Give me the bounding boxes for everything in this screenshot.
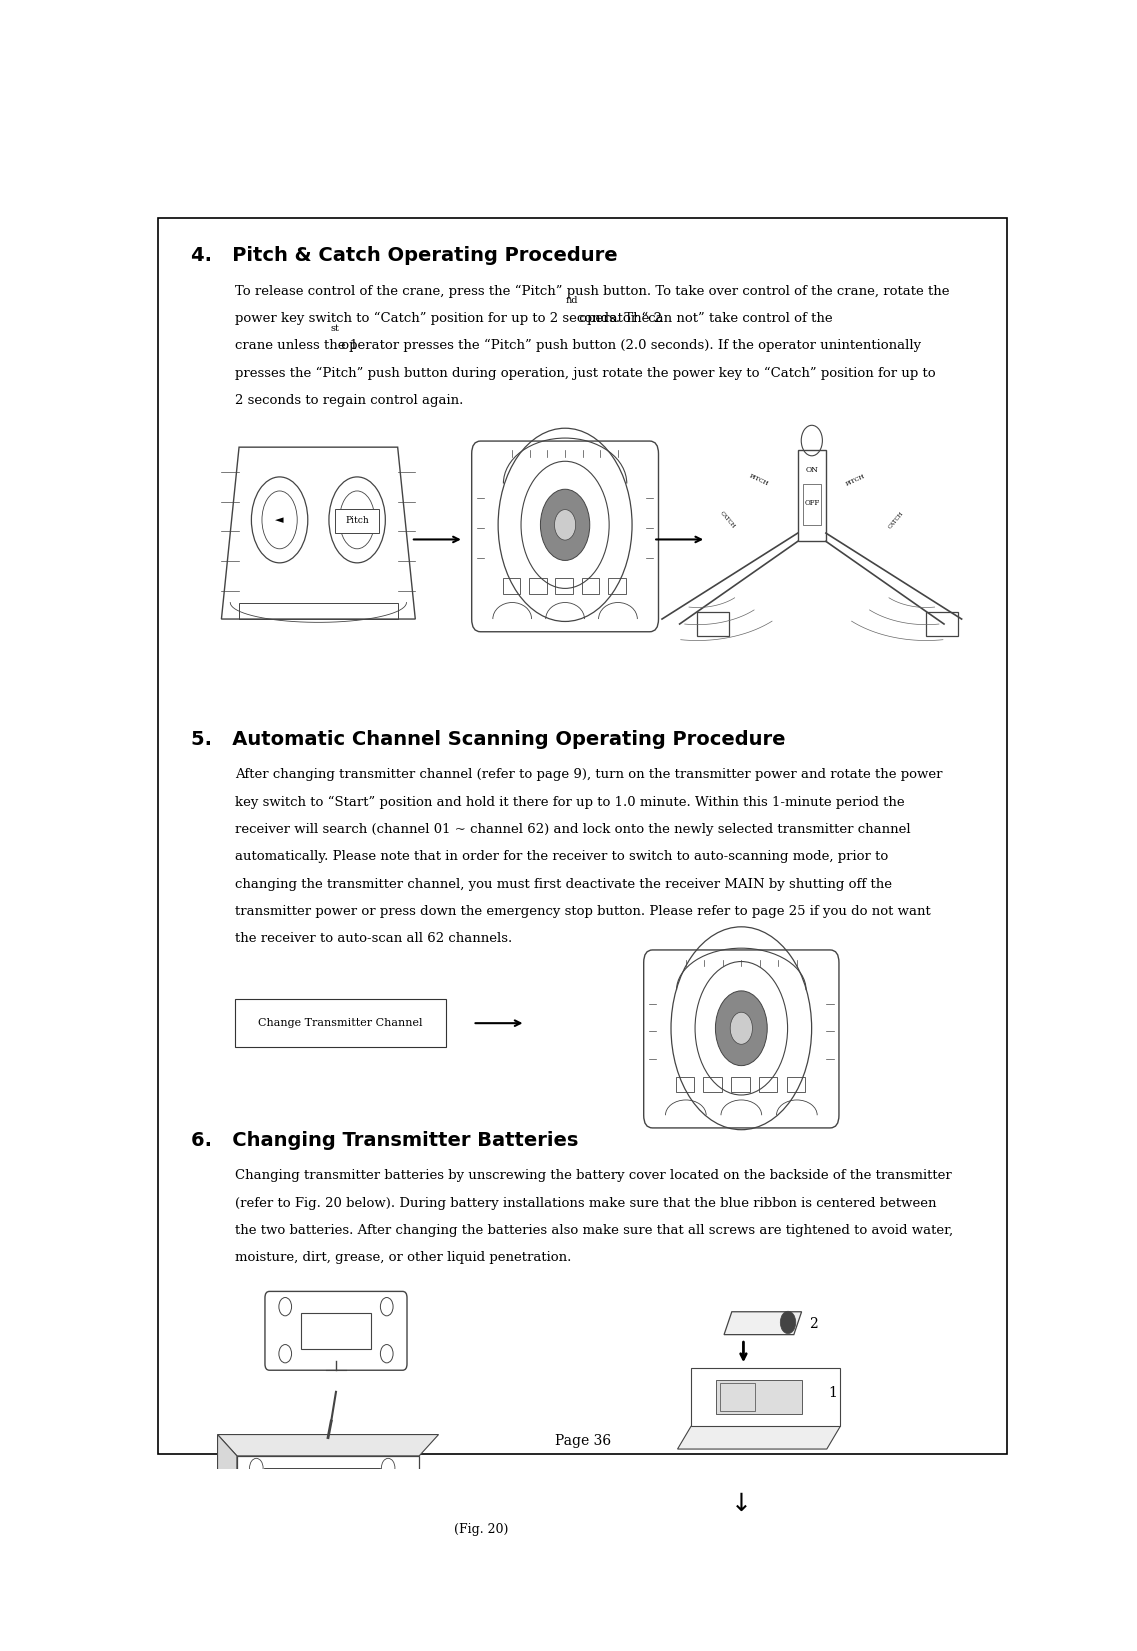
Text: 1: 1 — [828, 1385, 837, 1400]
Bar — [731, 1076, 749, 1093]
Text: moisture, dirt, grease, or other liquid penetration.: moisture, dirt, grease, or other liquid … — [234, 1251, 571, 1265]
Text: presses the “Pitch” push button during operation, just rotate the power key to “: presses the “Pitch” push button during o… — [234, 367, 936, 380]
Polygon shape — [691, 1369, 840, 1426]
Polygon shape — [217, 1435, 439, 1456]
Text: receiver will search (channel 01 ~ channel 62) and lock onto the newly selected : receiver will search (channel 01 ~ chann… — [234, 822, 911, 835]
Bar — [758, 1076, 778, 1093]
Text: ↓: ↓ — [731, 1493, 752, 1516]
Bar — [529, 578, 547, 594]
Text: st: st — [330, 338, 339, 348]
Text: automatically. Please note that in order for the receiver to switch to auto-scan: automatically. Please note that in order… — [234, 850, 888, 863]
Text: changing the transmitter channel, you must first deactivate the receiver MAIN by: changing the transmitter channel, you mu… — [234, 878, 891, 890]
Bar — [704, 1076, 722, 1093]
Text: To release control of the crane, press the “Pitch” push button. To take over con: To release control of the crane, press t… — [234, 284, 949, 297]
Text: key switch to “Start” position and hold it there for up to 1.0 minute. Within th: key switch to “Start” position and hold … — [234, 796, 904, 809]
Text: the receiver to auto-scan all 62 channels.: the receiver to auto-scan all 62 channel… — [234, 933, 512, 946]
Text: 2 seconds to regain control again.: 2 seconds to regain control again. — [234, 395, 463, 406]
Text: operator “can not” take control of the: operator “can not” take control of the — [575, 312, 833, 325]
Text: CATCH: CATCH — [888, 510, 905, 530]
Bar — [301, 1313, 371, 1349]
FancyBboxPatch shape — [335, 509, 379, 533]
Text: power key switch to “Catch” position for up to 2 seconds. The 2: power key switch to “Catch” position for… — [234, 312, 662, 325]
Bar — [697, 613, 729, 636]
Circle shape — [555, 510, 575, 540]
Polygon shape — [236, 1456, 420, 1572]
Bar — [503, 578, 520, 594]
Text: (Fig. 20): (Fig. 20) — [454, 1522, 508, 1535]
Bar — [769, 1597, 812, 1646]
Text: nd: nd — [565, 296, 578, 305]
Text: operator presses the “Pitch” push button (2.0 seconds). If the operator unintent: operator presses the “Pitch” push button… — [337, 338, 921, 352]
Polygon shape — [217, 1435, 236, 1593]
Text: 4.   Pitch & Catch Operating Procedure: 4. Pitch & Catch Operating Procedure — [191, 246, 617, 266]
Polygon shape — [691, 1585, 840, 1651]
Text: Pitch: Pitch — [346, 517, 370, 525]
Bar — [803, 484, 821, 525]
Text: operator “can not” take control of the: operator “can not” take control of the — [575, 312, 833, 325]
Text: OFF: OFF — [804, 499, 820, 507]
Text: the two batteries. After changing the batteries also make sure that all screws a: the two batteries. After changing the ba… — [234, 1223, 953, 1237]
Polygon shape — [678, 1426, 840, 1450]
Text: operator presses the “Pitch” push button (2.0 seconds). If the operator unintent: operator presses the “Pitch” push button… — [337, 338, 921, 352]
Bar — [675, 1076, 694, 1093]
Bar — [264, 1468, 381, 1537]
Circle shape — [780, 1311, 796, 1334]
Bar — [716, 1380, 802, 1413]
Bar — [608, 578, 625, 594]
Text: nd: nd — [565, 312, 578, 320]
Circle shape — [540, 489, 590, 560]
Text: After changing transmitter channel (refer to page 9), turn on the transmitter po: After changing transmitter channel (refe… — [234, 768, 943, 781]
Text: Change Transmitter Channel: Change Transmitter Channel — [258, 1019, 423, 1029]
Text: (refer to Fig. 20 below). During battery installations make sure that the blue r: (refer to Fig. 20 below). During battery… — [234, 1197, 936, 1210]
Text: CATCH: CATCH — [719, 510, 736, 530]
Text: PITCH: PITCH — [748, 474, 770, 487]
Text: crane unless the 1: crane unless the 1 — [234, 338, 358, 352]
Text: 5.   Automatic Channel Scanning Operating Procedure: 5. Automatic Channel Scanning Operating … — [191, 730, 785, 750]
Bar — [787, 1076, 805, 1093]
Polygon shape — [217, 1572, 439, 1593]
Bar — [927, 613, 958, 636]
Text: st: st — [330, 324, 339, 332]
Text: power key switch to “Catch” position for up to 2 seconds. The 2: power key switch to “Catch” position for… — [234, 312, 662, 325]
Circle shape — [715, 991, 767, 1065]
Bar — [234, 999, 446, 1047]
Text: 6.   Changing Transmitter Batteries: 6. Changing Transmitter Batteries — [191, 1131, 578, 1151]
Text: PITCH: PITCH — [846, 474, 866, 487]
Bar — [798, 451, 825, 542]
Text: crane unless the 1: crane unless the 1 — [234, 338, 358, 352]
Text: ◄: ◄ — [275, 515, 284, 525]
Bar — [720, 1384, 755, 1412]
Circle shape — [730, 1012, 753, 1045]
Text: Page 36: Page 36 — [555, 1435, 611, 1448]
Bar — [555, 578, 573, 594]
Bar — [582, 578, 599, 594]
Bar — [239, 603, 398, 619]
Bar — [724, 1597, 766, 1646]
Text: Changing transmitter batteries by unscrewing the battery cover located on the ba: Changing transmitter batteries by unscre… — [234, 1169, 952, 1182]
Polygon shape — [724, 1313, 802, 1334]
Text: 2: 2 — [808, 1317, 818, 1331]
Text: ON: ON — [805, 466, 819, 474]
Text: transmitter power or press down the emergency stop button. Please refer to page : transmitter power or press down the emer… — [234, 905, 930, 918]
